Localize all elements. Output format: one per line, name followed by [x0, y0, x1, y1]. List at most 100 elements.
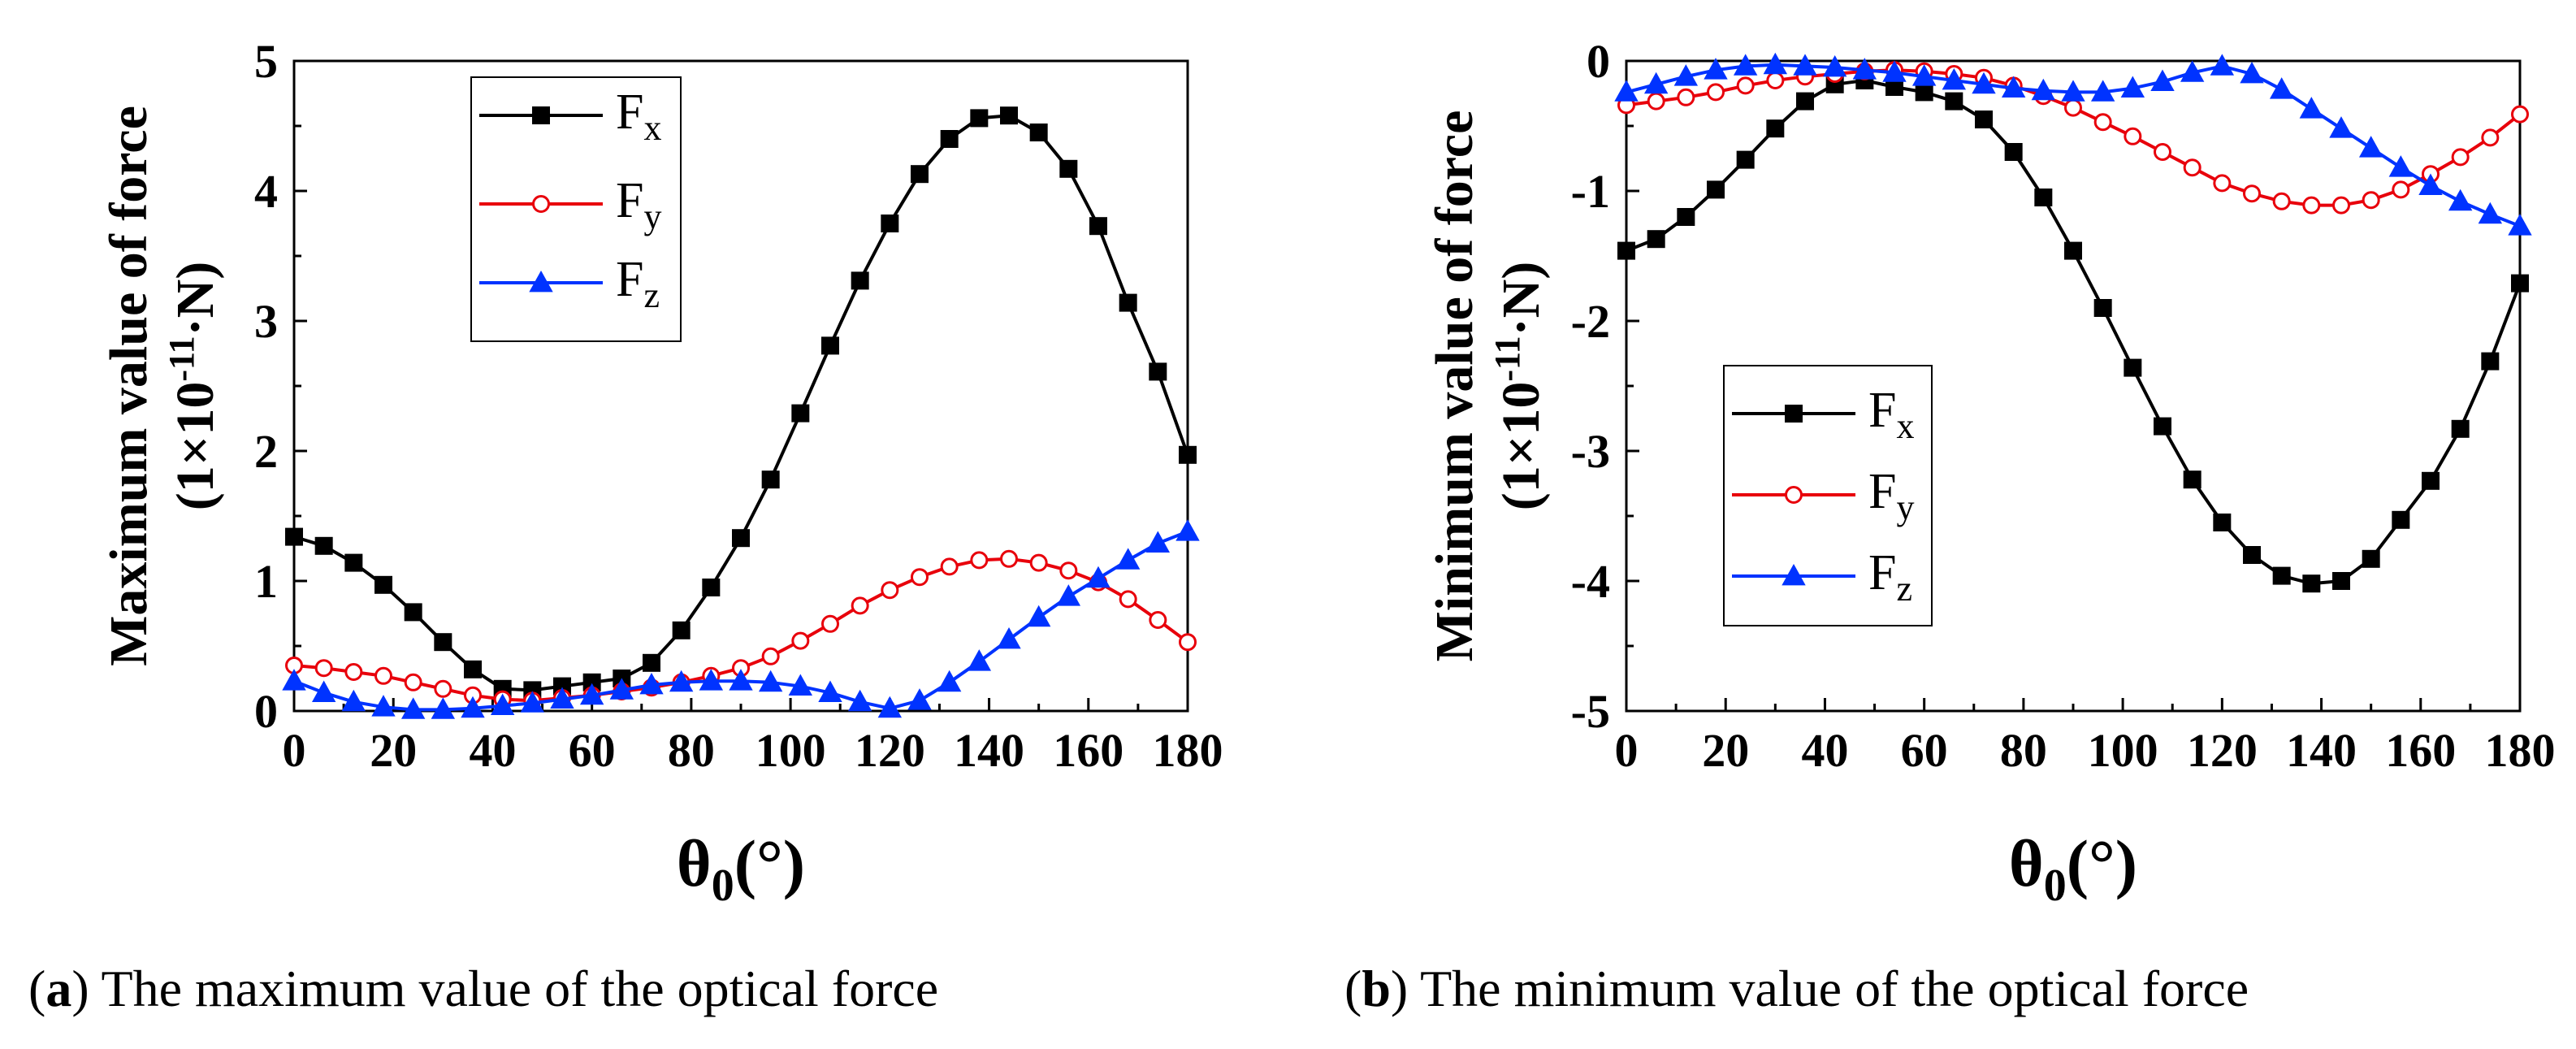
data-point-Fx: [1796, 92, 1814, 111]
data-point-Fz: [2388, 155, 2414, 177]
data-point-Fz: [997, 626, 1021, 649]
data-point-Fz: [2240, 61, 2264, 84]
data-point-Fx: [1707, 180, 1725, 199]
data-point-Fz: [1673, 64, 1699, 86]
legend-box: [470, 76, 682, 342]
data-point-Fz: [311, 680, 336, 702]
data-point-Fz: [1822, 54, 1847, 77]
data-point-Fy: [1029, 553, 1048, 572]
data-point-Fy: [2451, 148, 2470, 167]
y-axis-title: Maximum value of force: [99, 106, 158, 666]
data-point-Fx: [821, 336, 839, 355]
data-point-Fz: [1972, 72, 1996, 94]
data-point-Fz: [1643, 72, 1669, 94]
data-point-Fz: [937, 670, 962, 692]
data-point-Fz: [2090, 80, 2115, 102]
data-point-Fx: [1029, 124, 1048, 141]
data-point-Fz: [1911, 64, 1937, 86]
figure-caption: (a) The maximum value of the optical for…: [28, 960, 938, 1017]
data-point-Fz: [1175, 519, 1200, 541]
data-point-Fx: [1736, 150, 1755, 169]
data-point-Fz: [1026, 605, 1051, 627]
data-point-Fx: [2034, 189, 2053, 206]
data-point-Fz: [2269, 77, 2294, 99]
legend-marker-Fx: [532, 106, 550, 124]
x-tick-label: 60: [569, 724, 616, 777]
x-tick-label: 40: [469, 724, 516, 777]
x-tick-label: 120: [2187, 724, 2258, 777]
data-point-Fy: [344, 663, 363, 681]
data-point-Fx: [2332, 572, 2350, 590]
data-point-Fz: [2180, 60, 2205, 82]
data-point-Fz: [609, 678, 634, 700]
figure-caption: (b) The minimum value of the optical for…: [1344, 960, 2249, 1017]
data-point-Fy: [761, 647, 780, 665]
y-axis-unit: (1×10-11·N): [1487, 262, 1551, 510]
data-point-Fx: [2213, 514, 2232, 531]
y-tick-label: -5: [1571, 685, 1610, 738]
data-point-Fx: [851, 271, 869, 290]
data-point-Fy: [2362, 191, 2380, 210]
data-point-Fy: [2183, 158, 2202, 177]
data-point-Fx: [911, 165, 929, 184]
x-tick-label: 160: [2385, 724, 2456, 777]
chart-b: 0 20 40 60 80 100 120 140 160 1800-1-2-3-4-5FxFyF…: [1344, 35, 2556, 1017]
data-point-Fy: [2481, 128, 2500, 147]
data-point-Fz: [461, 696, 485, 718]
y-tick-label: 4: [254, 165, 278, 218]
y-tick-label: -2: [1571, 295, 1610, 348]
data-point-Fz: [847, 689, 872, 712]
data-point-Fx: [1945, 92, 1963, 111]
data-point-Fz: [2299, 97, 2324, 119]
data-point-Fy: [1119, 590, 1137, 609]
data-point-Fz: [639, 672, 664, 695]
data-point-Fz: [1145, 531, 1171, 553]
data-point-Fy: [1677, 88, 1695, 106]
x-tick-label: 0: [1615, 724, 1639, 777]
legend-label-Fz: Fz: [616, 252, 660, 315]
data-point-Fx: [940, 130, 959, 148]
data-point-Fy: [2243, 184, 2261, 203]
data-point-Fy: [2093, 113, 2112, 132]
data-point-Fz: [2478, 202, 2503, 224]
data-point-Fz: [1882, 60, 1907, 82]
legend-marker-Fy: [532, 195, 550, 213]
data-point-Fz: [2001, 76, 2026, 98]
data-point-Fx: [285, 527, 303, 546]
data-point-Fy: [911, 568, 929, 587]
plot-frame: [292, 59, 1189, 713]
data-point-Fy: [2392, 180, 2410, 199]
data-point-Fz: [1614, 80, 1639, 102]
x-tick-label: 180: [2485, 724, 2556, 777]
x-tick-label: 20: [1702, 724, 1749, 777]
data-point-Fy: [2272, 192, 2291, 210]
data-point-Fy: [1736, 76, 1755, 95]
data-point-Fy: [1000, 549, 1018, 568]
legend-label-Fy: Fy: [616, 173, 661, 236]
legend-label-Fz: Fz: [1868, 545, 1912, 609]
data-point-Fy: [1647, 92, 1665, 111]
data-point-Fx: [314, 536, 333, 555]
y-axis-unit: (1×10-11·N): [162, 262, 225, 510]
data-point-Fx: [2004, 143, 2023, 161]
data-point-Fx: [1179, 445, 1197, 464]
data-point-Fy: [940, 557, 959, 576]
data-point-Fz: [967, 649, 992, 671]
data-point-Fx: [2451, 419, 2470, 438]
y-tick-label: -3: [1571, 425, 1610, 478]
data-point-Fy: [1707, 83, 1725, 102]
series-Fx: [1617, 72, 2529, 593]
data-point-Fy: [970, 551, 989, 570]
legend-marker-Fx: [1785, 405, 1803, 423]
data-point-Fx: [2392, 510, 2410, 529]
data-point-Fx: [881, 215, 899, 232]
data-point-Fz: [400, 697, 426, 719]
data-point-Fy: [881, 581, 899, 600]
x-tick-label: 160: [1053, 724, 1123, 777]
chart-a: 0 20 40 60 80 100 120 140 160 180 0 1 2 3 4 5 Fx Fy Fz Maxi…: [28, 35, 1223, 1017]
data-point-Fx: [2362, 549, 2380, 568]
data-point-Fx: [702, 579, 721, 596]
data-point-Fy: [851, 596, 869, 615]
data-point-Fx: [434, 633, 452, 652]
